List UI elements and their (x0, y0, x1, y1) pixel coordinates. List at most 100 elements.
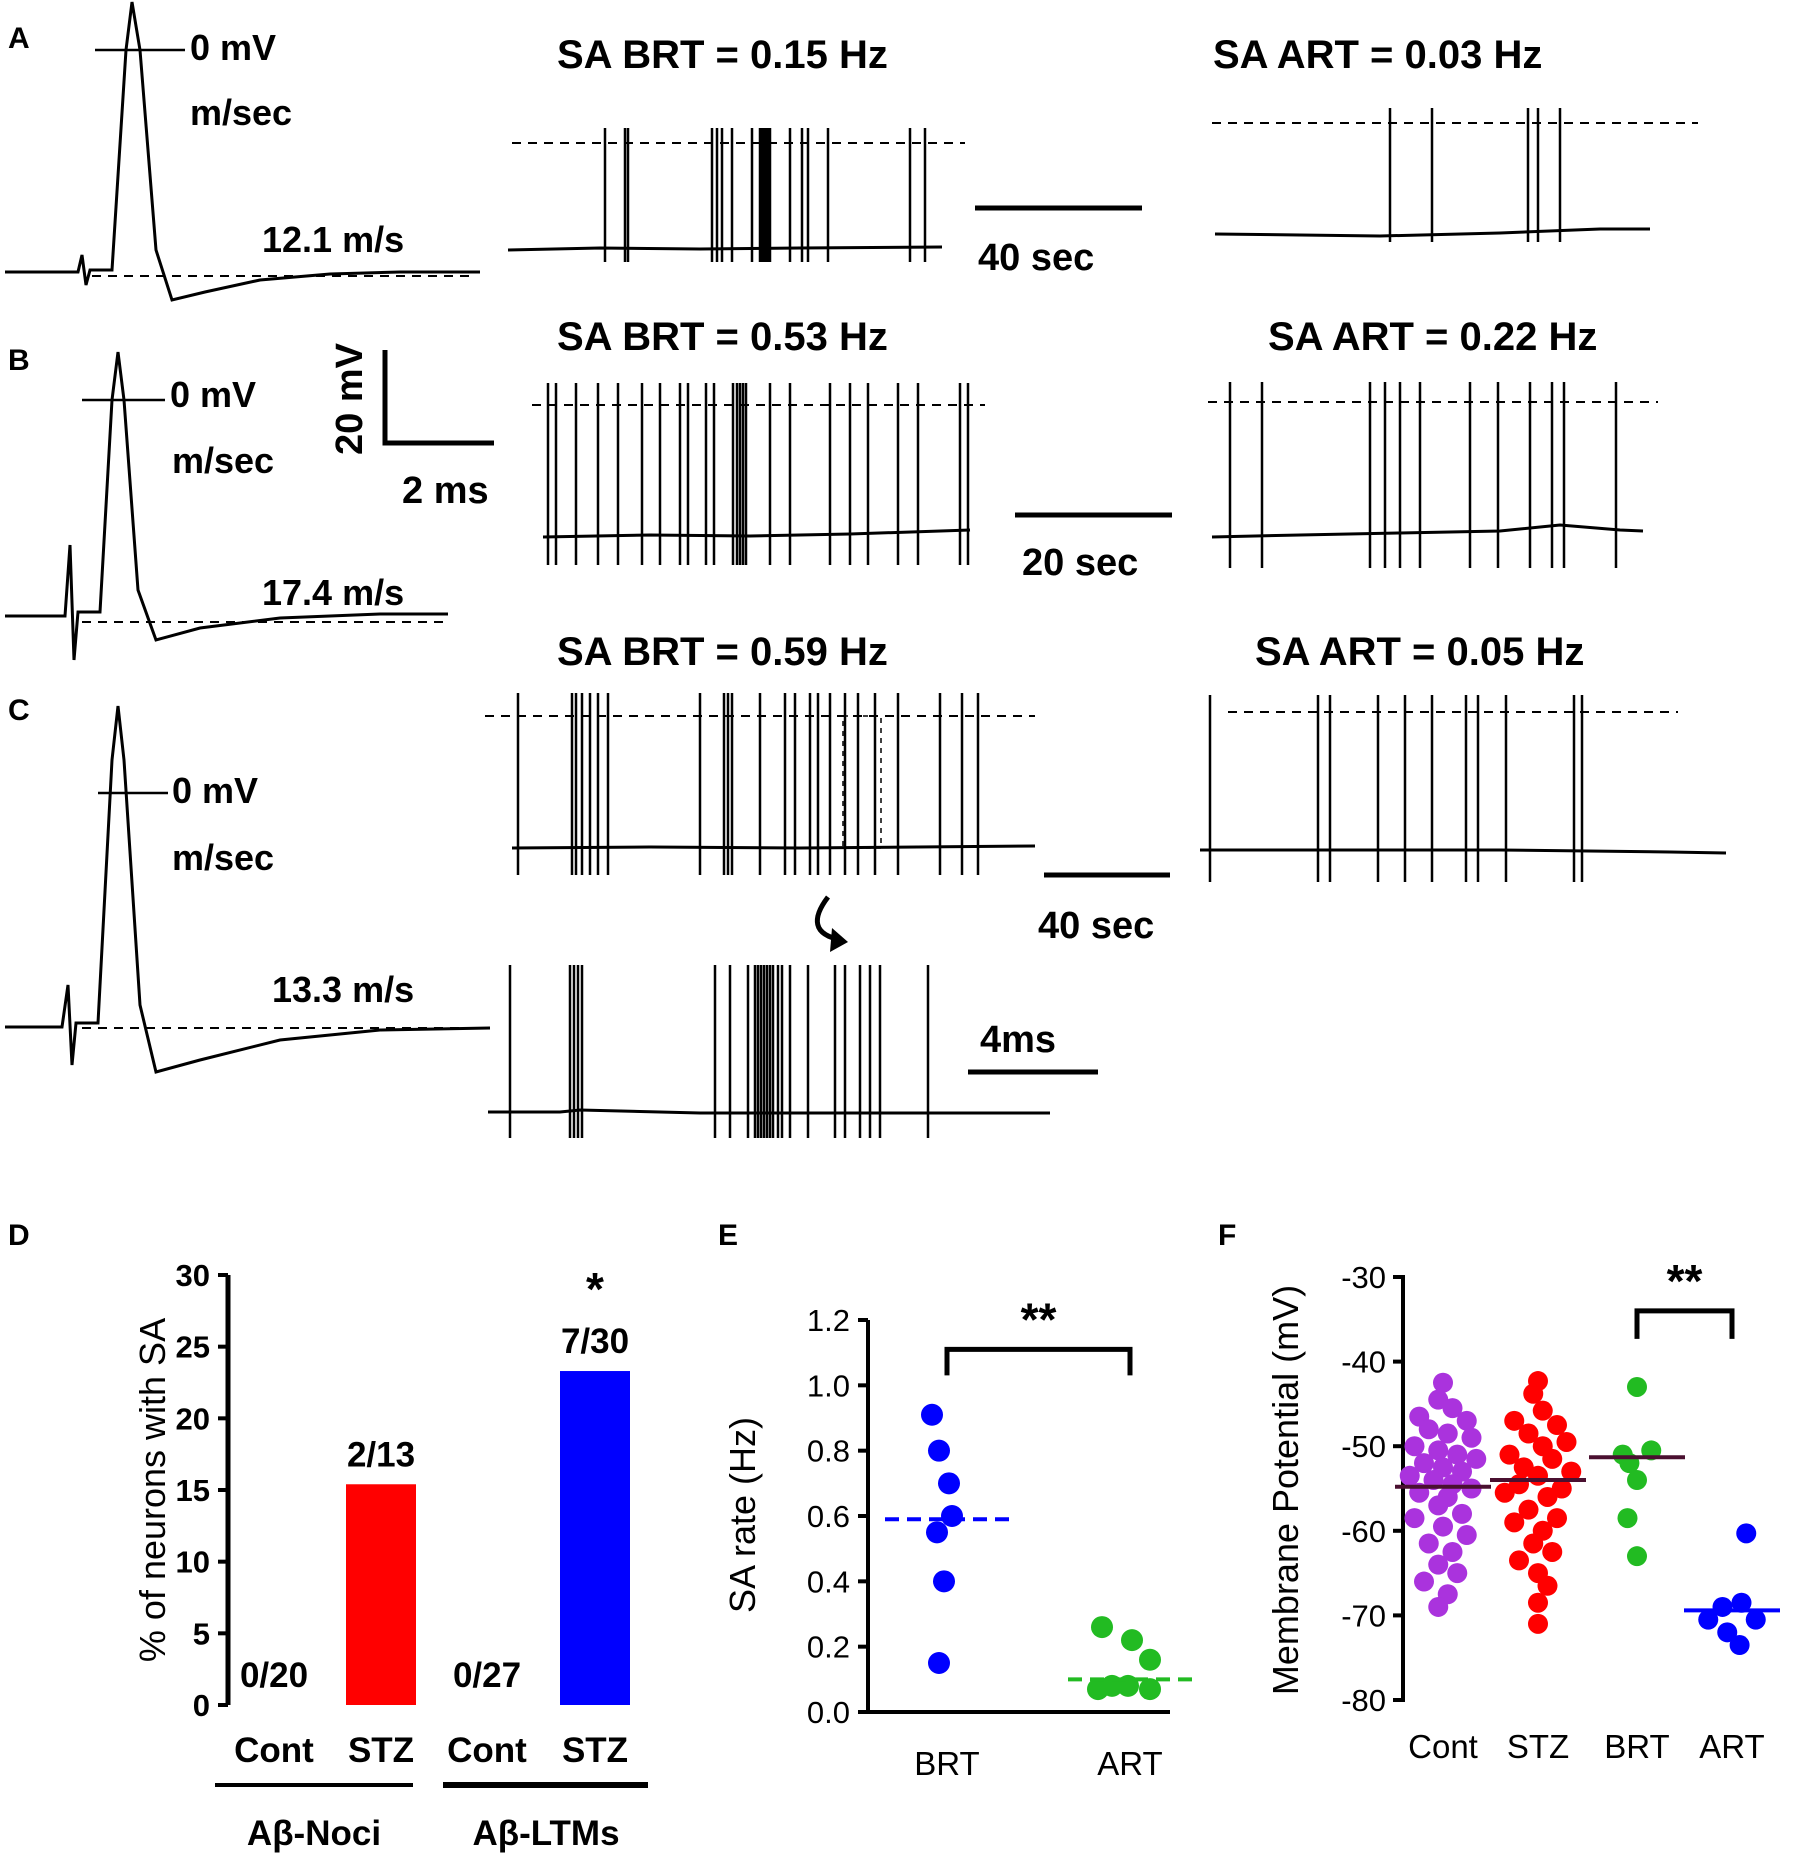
f-x-category-label: BRT (1604, 1728, 1669, 1765)
zero-mv-label-c: 0 mV (172, 770, 258, 811)
f-data-point (1504, 1512, 1525, 1533)
f-x-category-label: STZ (1507, 1728, 1569, 1765)
brt-title-a: SA BRT = 0.15 Hz (557, 33, 888, 77)
f-y-tick-label: -60 (1341, 1514, 1386, 1549)
f-data-point (1442, 1398, 1463, 1419)
panel-label-c: C (8, 694, 30, 727)
f-data-point (1418, 1533, 1439, 1554)
zoomed-spike-trace (488, 965, 1050, 1138)
d-data-label: 0/20 (240, 1656, 308, 1695)
action-potential-b (5, 351, 448, 661)
f-data-point (1717, 1622, 1738, 1643)
d-group-label-ltms: Aβ-LTMs (472, 1814, 619, 1853)
d-category-label: STZ (562, 1731, 628, 1770)
f-data-point (1627, 1376, 1647, 1397)
f-data-point (1547, 1508, 1567, 1529)
zero-mv-label-a: 0 mV (190, 27, 276, 68)
f-data-point (1447, 1444, 1468, 1465)
f-data-point (1428, 1495, 1449, 1516)
f-data-point (1442, 1541, 1463, 1562)
f-data-point (1547, 1415, 1567, 1436)
f-y-tick-label: -30 (1341, 1260, 1386, 1295)
brt-spike-train-a (507, 128, 965, 262)
f-data-point (1698, 1609, 1719, 1630)
velocity-label-b: 17.4 m/s (262, 572, 404, 613)
panel-label-b: B (8, 344, 30, 377)
baseline-trace-art-c (1200, 848, 1727, 855)
f-data-point (1542, 1541, 1563, 1562)
chart-f: Membrane Potential (mV) -30 -40 -50 -60 -70 -… (1265, 1255, 1780, 1765)
f-data-point (1452, 1503, 1472, 1524)
e-data-point (1139, 1678, 1161, 1701)
f-data-point (1461, 1427, 1482, 1448)
zoomed-baseline-trace (488, 1108, 1050, 1115)
f-y-tick-label: -80 (1341, 1683, 1386, 1718)
f-data-point (1404, 1436, 1425, 1457)
zoom-arrowhead (830, 928, 848, 952)
f-data-point (1731, 1592, 1752, 1613)
f-data-point (1627, 1470, 1647, 1491)
e-x-category-label: BRT (914, 1745, 979, 1782)
f-x-category-label: ART (1699, 1728, 1764, 1765)
art-title-a: SA ART = 0.03 Hz (1213, 33, 1542, 77)
brt-title-b: SA BRT = 0.53 Hz (557, 315, 888, 359)
e-y-tick-label: 0.2 (807, 1630, 850, 1665)
f-data-point (1523, 1533, 1544, 1554)
f-data-point (1518, 1423, 1539, 1444)
chart-d: % of neurons with SA 0 5 10 15 20 25 30 0/20 Co… (132, 1258, 648, 1853)
e-y-axis-label: SA rate (Hz) (722, 1417, 763, 1613)
ap-trace-c (5, 705, 491, 1074)
ms-scale-label: 2 ms (402, 470, 489, 512)
time-scale-label-c: 40 sec (1038, 905, 1154, 947)
action-potential-a (5, 1, 480, 302)
f-data-point (1556, 1431, 1577, 1452)
art-spike-train-a (1212, 108, 1698, 242)
f-y-tick-label: -70 (1341, 1598, 1386, 1633)
f-data-point (1414, 1571, 1434, 1592)
f-data-point (1428, 1596, 1449, 1617)
f-data-point (1456, 1410, 1477, 1431)
brt-spike-train-b (532, 383, 985, 565)
e-y-tick-label: 1.0 (807, 1368, 850, 1403)
f-data-point (1561, 1461, 1582, 1482)
f-data-point (1447, 1563, 1468, 1584)
time-unit-label-c: m/sec (172, 837, 274, 878)
f-data-point (1528, 1613, 1548, 1634)
d-y-tick-label: 15 (176, 1473, 210, 1508)
d-data-label: 2/13 (347, 1435, 415, 1474)
d-y-tick-label: 0 (193, 1688, 210, 1723)
e-y-tick-label: 0.6 (807, 1499, 850, 1534)
art-title-b: SA ART = 0.22 Hz (1268, 315, 1597, 359)
f-data-point (1537, 1575, 1558, 1596)
row-a: 0 mV m/sec 12.1 m/s SA BRT = 0.15 Hz 40 … (5, 1, 1698, 302)
d-data-label: 7/30 (561, 1322, 629, 1361)
row-b: 0 mV m/sec 17.4 m/s 20 mV 2 ms SA BRT = … (5, 315, 1658, 661)
f-data-point (1627, 1546, 1647, 1567)
d-bar (560, 1371, 630, 1705)
d-y-tick-label: 10 (176, 1545, 210, 1580)
ap-trace-a (5, 1, 480, 302)
panel-label-f: F (1218, 1219, 1236, 1252)
d-y-tick-label: 30 (176, 1258, 210, 1293)
d-bar (346, 1484, 416, 1705)
f-data-point (1617, 1508, 1638, 1529)
volt-scale-label: 20 mV (329, 342, 371, 455)
e-data-point (941, 1505, 963, 1527)
d-category-label: STZ (348, 1731, 414, 1770)
f-data-point (1418, 1419, 1439, 1440)
d-significance-star: * (586, 1263, 604, 1315)
d-category-label: Cont (234, 1731, 314, 1770)
e-data-point (926, 1521, 948, 1544)
time-unit-label-b: m/sec (172, 440, 274, 481)
e-y-tick-label: 1.2 (807, 1303, 850, 1338)
e-significance-bracket (944, 1346, 1133, 1376)
art-spike-train-c (1200, 695, 1727, 882)
d-y-axis-label: % of neurons with SA (132, 1318, 173, 1662)
e-data-point (921, 1403, 943, 1426)
f-data-point (1532, 1400, 1553, 1421)
f-data-point (1404, 1508, 1425, 1529)
e-y-tick-label: 0.4 (807, 1564, 850, 1599)
d-group-label-noci: Aβ-Noci (247, 1814, 381, 1853)
e-data-point (928, 1439, 950, 1462)
